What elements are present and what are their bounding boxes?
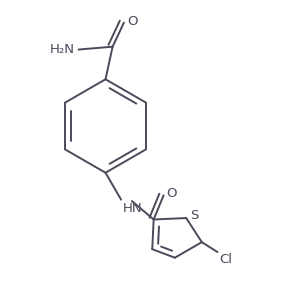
Text: H₂N: H₂N — [49, 43, 74, 56]
Text: Cl: Cl — [219, 253, 232, 267]
Text: HN: HN — [123, 202, 142, 215]
Text: O: O — [166, 188, 177, 200]
Text: O: O — [127, 15, 137, 28]
Text: S: S — [190, 209, 198, 222]
